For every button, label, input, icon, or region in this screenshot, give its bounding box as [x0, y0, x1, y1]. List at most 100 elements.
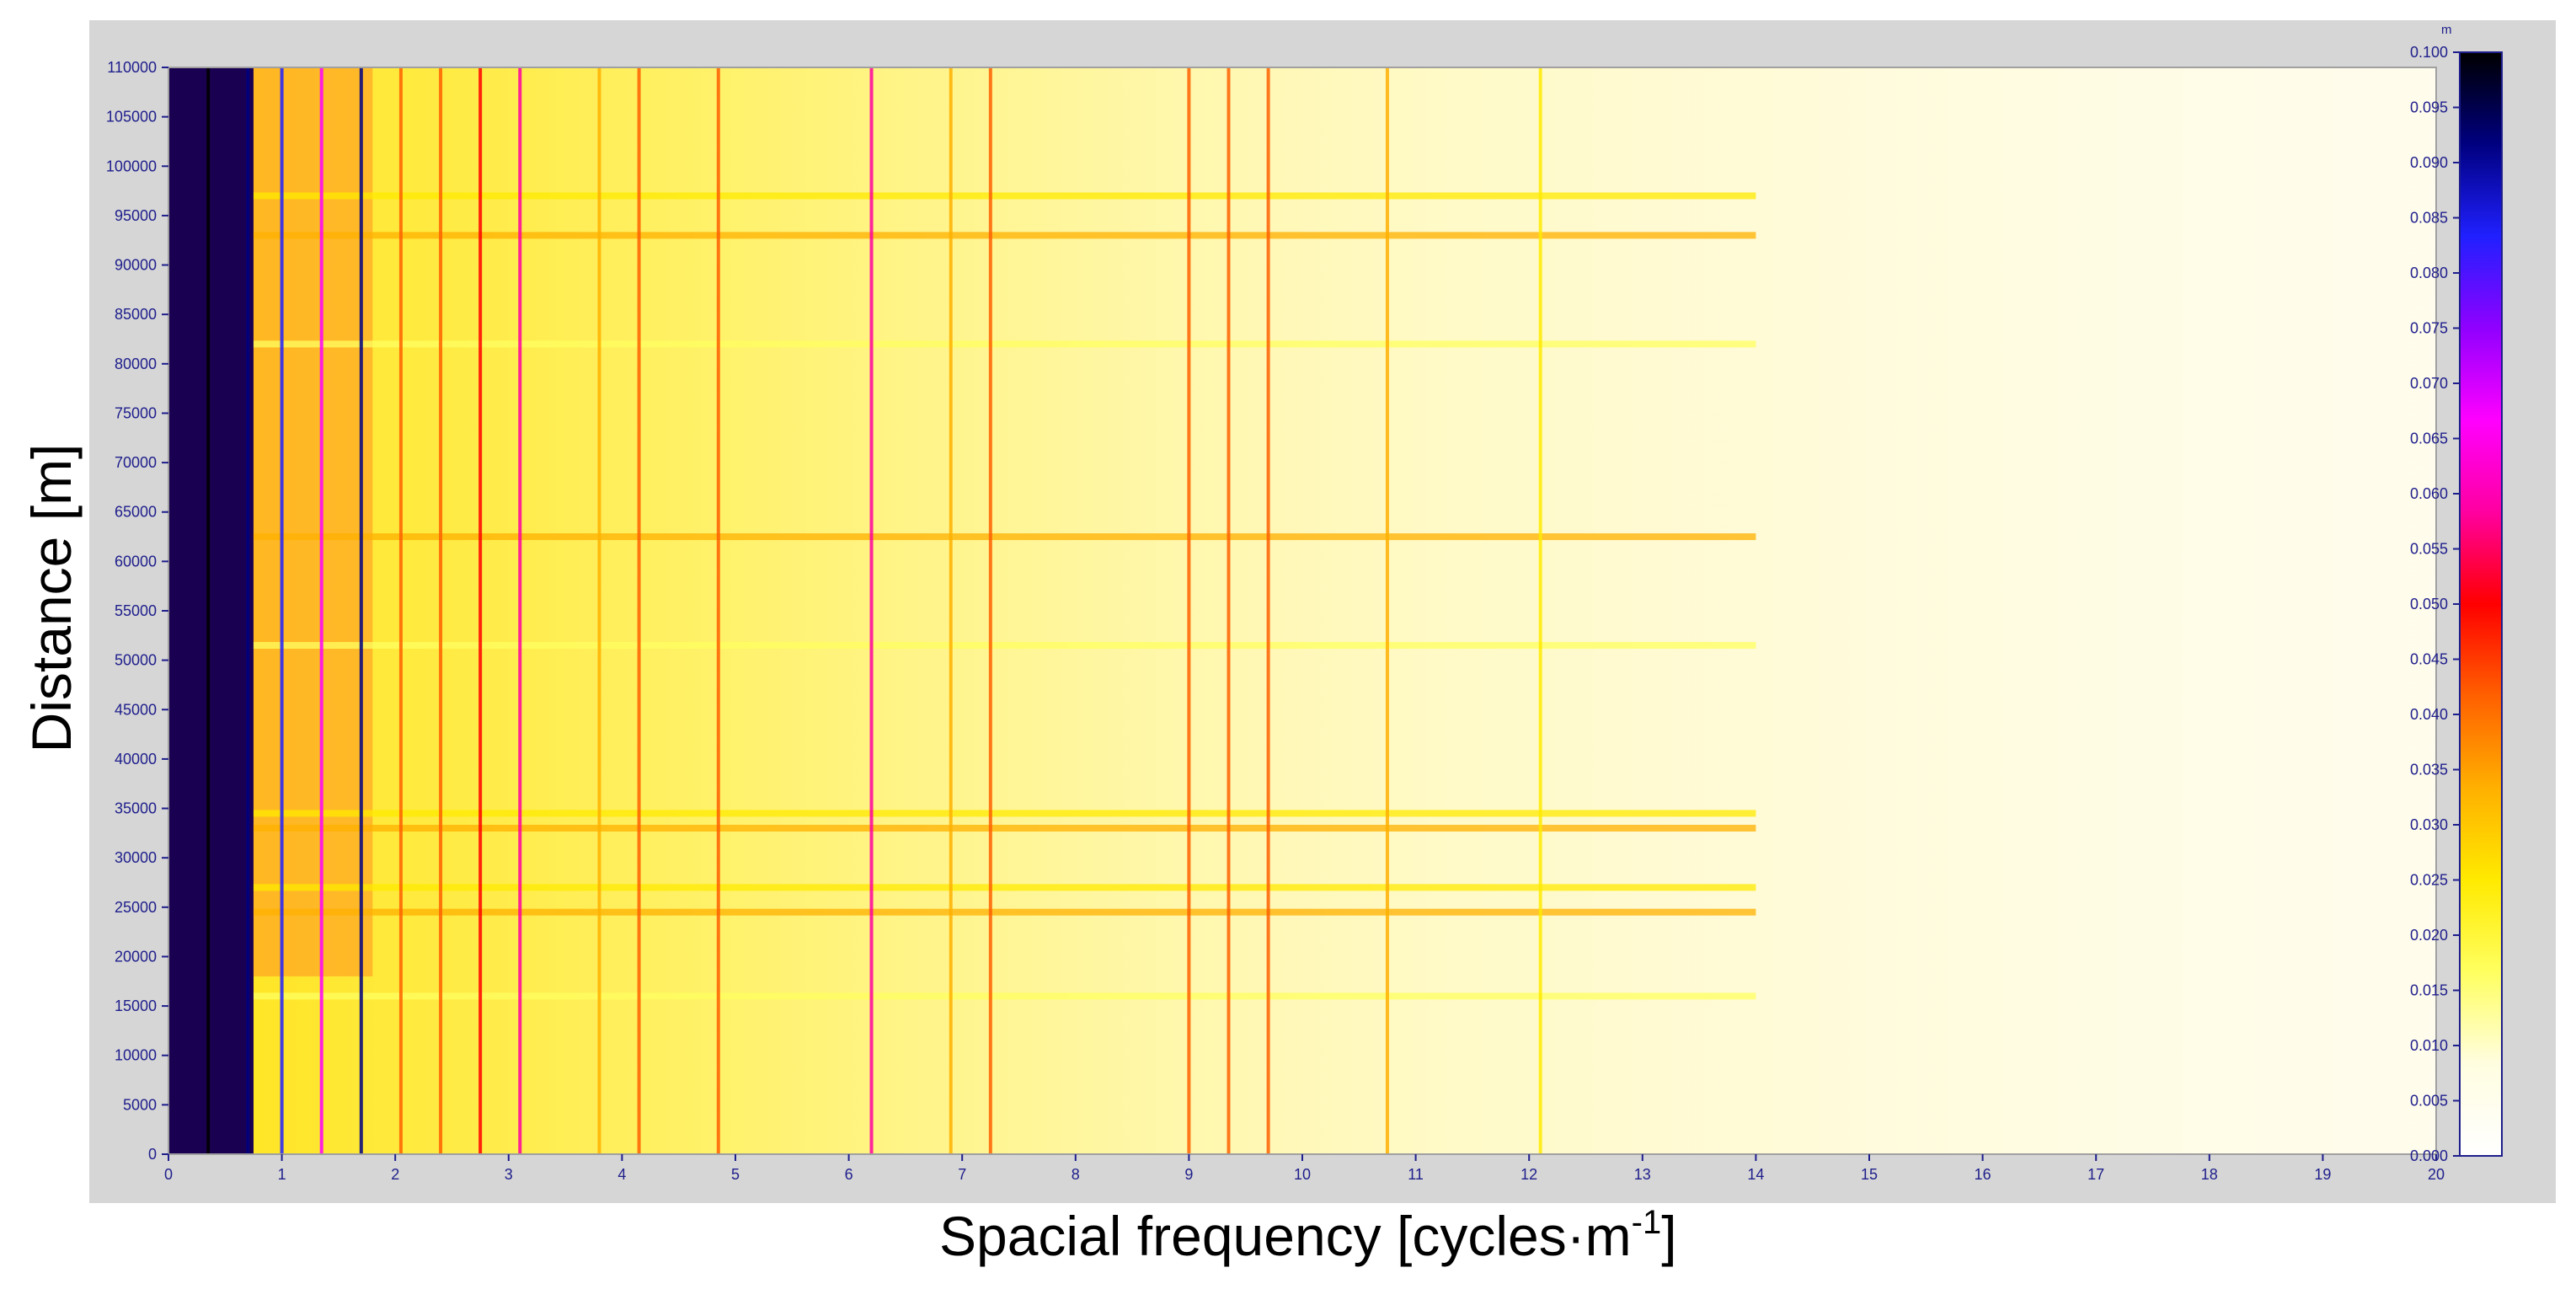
heat-line-8: [518, 67, 522, 1154]
y-tick-label: 95000: [115, 207, 157, 224]
heat-line-13: [949, 67, 953, 1154]
heat-block-mid-frequency: [253, 67, 373, 976]
y-tick-label: 65000: [115, 504, 157, 521]
colorbar-tick-label: 0.085: [2410, 210, 2448, 227]
heat-line-9: [597, 67, 601, 1154]
heat-line-17: [1266, 67, 1270, 1154]
heat-line-15: [1187, 67, 1191, 1154]
heat-line-18: [1385, 67, 1389, 1154]
y-tick-label: 75000: [115, 404, 157, 421]
colorbar-unit: m: [2441, 23, 2452, 37]
x-axis-title: Spacial frequency [cycles·m-1]: [939, 1204, 1677, 1267]
y-tick-label: 70000: [115, 454, 157, 471]
y-tick-label: 100000: [106, 158, 157, 174]
x-tick-label: 0: [164, 1166, 173, 1183]
heat-line-0: [206, 67, 211, 1154]
x-tick-label: 2: [391, 1166, 399, 1183]
x-tick-label: 18: [2201, 1166, 2218, 1183]
y-tick-label: 20000: [115, 948, 157, 965]
x-tick-label: 8: [1072, 1166, 1080, 1183]
colorbar-tick-label: 0.020: [2410, 927, 2448, 944]
heat-line-10: [637, 67, 641, 1154]
plot-fade-overlay: [168, 67, 2436, 1154]
x-tick-label: 9: [1184, 1166, 1193, 1183]
colorbar-tick-label: 0.045: [2410, 651, 2448, 668]
colorbar-tick-label: 0.100: [2410, 44, 2448, 61]
colorbar-tick-label: 0.005: [2410, 1093, 2448, 1110]
x-axis-title-superscript: -1: [1632, 1204, 1662, 1241]
colorbar-tick-label: 0.055: [2410, 541, 2448, 558]
colorbar-tick-label: 0.090: [2410, 154, 2448, 171]
colorbar-tick-label: 0.025: [2410, 872, 2448, 889]
heatmap-layer: [168, 67, 1756, 1154]
y-tick-label: 30000: [115, 849, 157, 866]
colorbar-tick-label: 0.075: [2410, 320, 2448, 337]
y-tick-label: 35000: [115, 800, 157, 817]
colorbar-tick-label: 0.070: [2410, 375, 2448, 392]
x-tick-label: 19: [2314, 1166, 2331, 1183]
heat-band-5: [253, 908, 1756, 916]
heat-band-1: [253, 192, 1756, 200]
y-axis-title: Distance [m]: [20, 444, 83, 753]
heat-line-14: [988, 67, 992, 1154]
y-tick-label: 50000: [115, 652, 157, 669]
x-tick-label: 13: [1634, 1166, 1651, 1183]
heat-line-5: [398, 67, 403, 1154]
colorbar-tick-label: 0.050: [2410, 596, 2448, 612]
colorbar-tick-label: 0.035: [2410, 762, 2448, 778]
heat-line-6: [439, 67, 443, 1154]
heat-band-7: [253, 642, 1756, 650]
heat-band-4: [253, 825, 1756, 832]
y-tick-label: 60000: [115, 553, 157, 570]
y-axis: 0 5000 10000 15000 20000 25000 30000 35000 40000…: [106, 59, 168, 1163]
x-axis: 0 1 2 3 4 5 6 7 8 9 10 11 12 13 14 15 16 17 18 19 20: [164, 1154, 2445, 1183]
heat-block-low-frequency: [168, 67, 254, 1154]
heat-line-12: [869, 67, 874, 1154]
colorbar-tick-label: 0.015: [2410, 982, 2448, 999]
heat-line-1: [246, 67, 250, 1154]
y-tick-label: 90000: [115, 257, 157, 274]
heat-line-2: [280, 67, 284, 1154]
y-tick-label: 5000: [123, 1096, 157, 1113]
y-tick-label: 45000: [115, 701, 157, 718]
colorbar-tick-label: 0.000: [2410, 1147, 2448, 1164]
heat-line-19: [1538, 67, 1542, 1154]
y-tick-label: 85000: [115, 306, 157, 323]
colorbar-tick-label: 0.060: [2410, 485, 2448, 502]
heat-line-11: [716, 67, 720, 1154]
y-tick-label: 105000: [106, 109, 157, 126]
colorbar-tick-label: 0.080: [2410, 265, 2448, 281]
heat-line-4: [359, 67, 363, 1154]
colorbar-tick-label: 0.065: [2410, 431, 2448, 447]
x-tick-label: 1: [278, 1166, 286, 1183]
x-tick-label: 7: [958, 1166, 966, 1183]
x-tick-label: 14: [1747, 1166, 1764, 1183]
heat-band-2: [253, 533, 1756, 541]
y-tick-label: 55000: [115, 602, 157, 619]
y-tick-label: 110000: [107, 59, 157, 76]
y-tick-label: 40000: [115, 751, 157, 768]
colorbar-tick-label: 0.030: [2410, 816, 2448, 833]
x-tick-label: 20: [2428, 1166, 2445, 1183]
x-tick-label: 11: [1408, 1166, 1424, 1183]
colorbar-tick-label: 0.040: [2410, 706, 2448, 723]
x-tick-label: 17: [2087, 1166, 2104, 1183]
x-axis-title-end: ]: [1661, 1205, 1676, 1267]
heat-line-7: [478, 67, 483, 1154]
x-tick-label: 10: [1294, 1166, 1311, 1183]
y-tick-label: 0: [148, 1146, 157, 1163]
x-tick-label: 15: [1861, 1166, 1878, 1183]
x-tick-label: 12: [1520, 1166, 1537, 1183]
y-tick-label: 80000: [115, 356, 157, 372]
heat-line-16: [1227, 67, 1231, 1154]
y-tick-label: 10000: [115, 1047, 157, 1064]
heat-band-9: [253, 992, 1756, 1000]
heat-band-8: [253, 340, 1756, 348]
heat-band-0: [253, 232, 1756, 239]
x-tick-label: 4: [617, 1166, 626, 1183]
colorbar-tick-label: 0.010: [2410, 1037, 2448, 1054]
colorbar-axis: 0.000 0.005 0.010 0.015 0.020 0.025 0.030 0.035…: [2410, 44, 2460, 1164]
heat-line-3: [319, 67, 323, 1154]
colorbar-tick-label: 0.095: [2410, 99, 2448, 116]
